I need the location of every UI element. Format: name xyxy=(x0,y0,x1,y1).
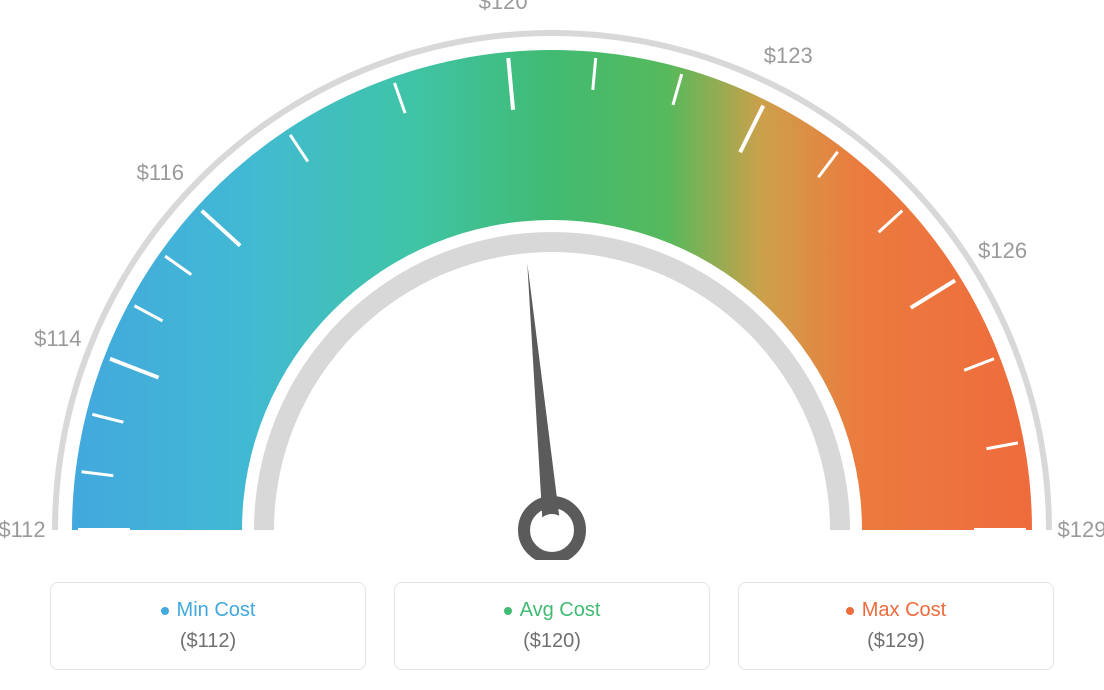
legend-row: Min Cost ($112) Avg Cost ($120) Max Cost… xyxy=(50,582,1054,670)
cost-gauge: $112 $114 $116 $120 $123 $126 $129 xyxy=(0,0,1104,560)
legend-min-value: ($112) xyxy=(61,630,355,653)
legend-avg-value: ($120) xyxy=(405,630,699,653)
legend-avg-label: Avg Cost xyxy=(520,599,601,622)
legend-avg-dot xyxy=(504,607,512,615)
gauge-svg xyxy=(0,0,1104,560)
legend-max-dot xyxy=(846,607,854,615)
legend-min-dot xyxy=(161,607,169,615)
legend-max-value: ($129) xyxy=(749,630,1043,653)
legend-min-title: Min Cost xyxy=(161,599,256,622)
legend-min-label: Min Cost xyxy=(177,599,256,622)
gauge-tick-label: $120 xyxy=(479,0,528,15)
legend-min-card: Min Cost ($112) xyxy=(50,582,366,670)
legend-max-label: Max Cost xyxy=(862,599,946,622)
gauge-tick-label: $123 xyxy=(764,43,813,69)
gauge-tick-label: $126 xyxy=(978,238,1027,264)
legend-avg-card: Avg Cost ($120) xyxy=(394,582,710,670)
legend-avg-title: Avg Cost xyxy=(504,599,601,622)
gauge-tick-label: $112 xyxy=(0,517,46,543)
gauge-tick-label: $114 xyxy=(34,326,81,352)
gauge-tick-label: $116 xyxy=(137,160,184,186)
gauge-tick-label: $129 xyxy=(1058,517,1104,543)
legend-max-title: Max Cost xyxy=(846,599,946,622)
legend-max-card: Max Cost ($129) xyxy=(738,582,1054,670)
